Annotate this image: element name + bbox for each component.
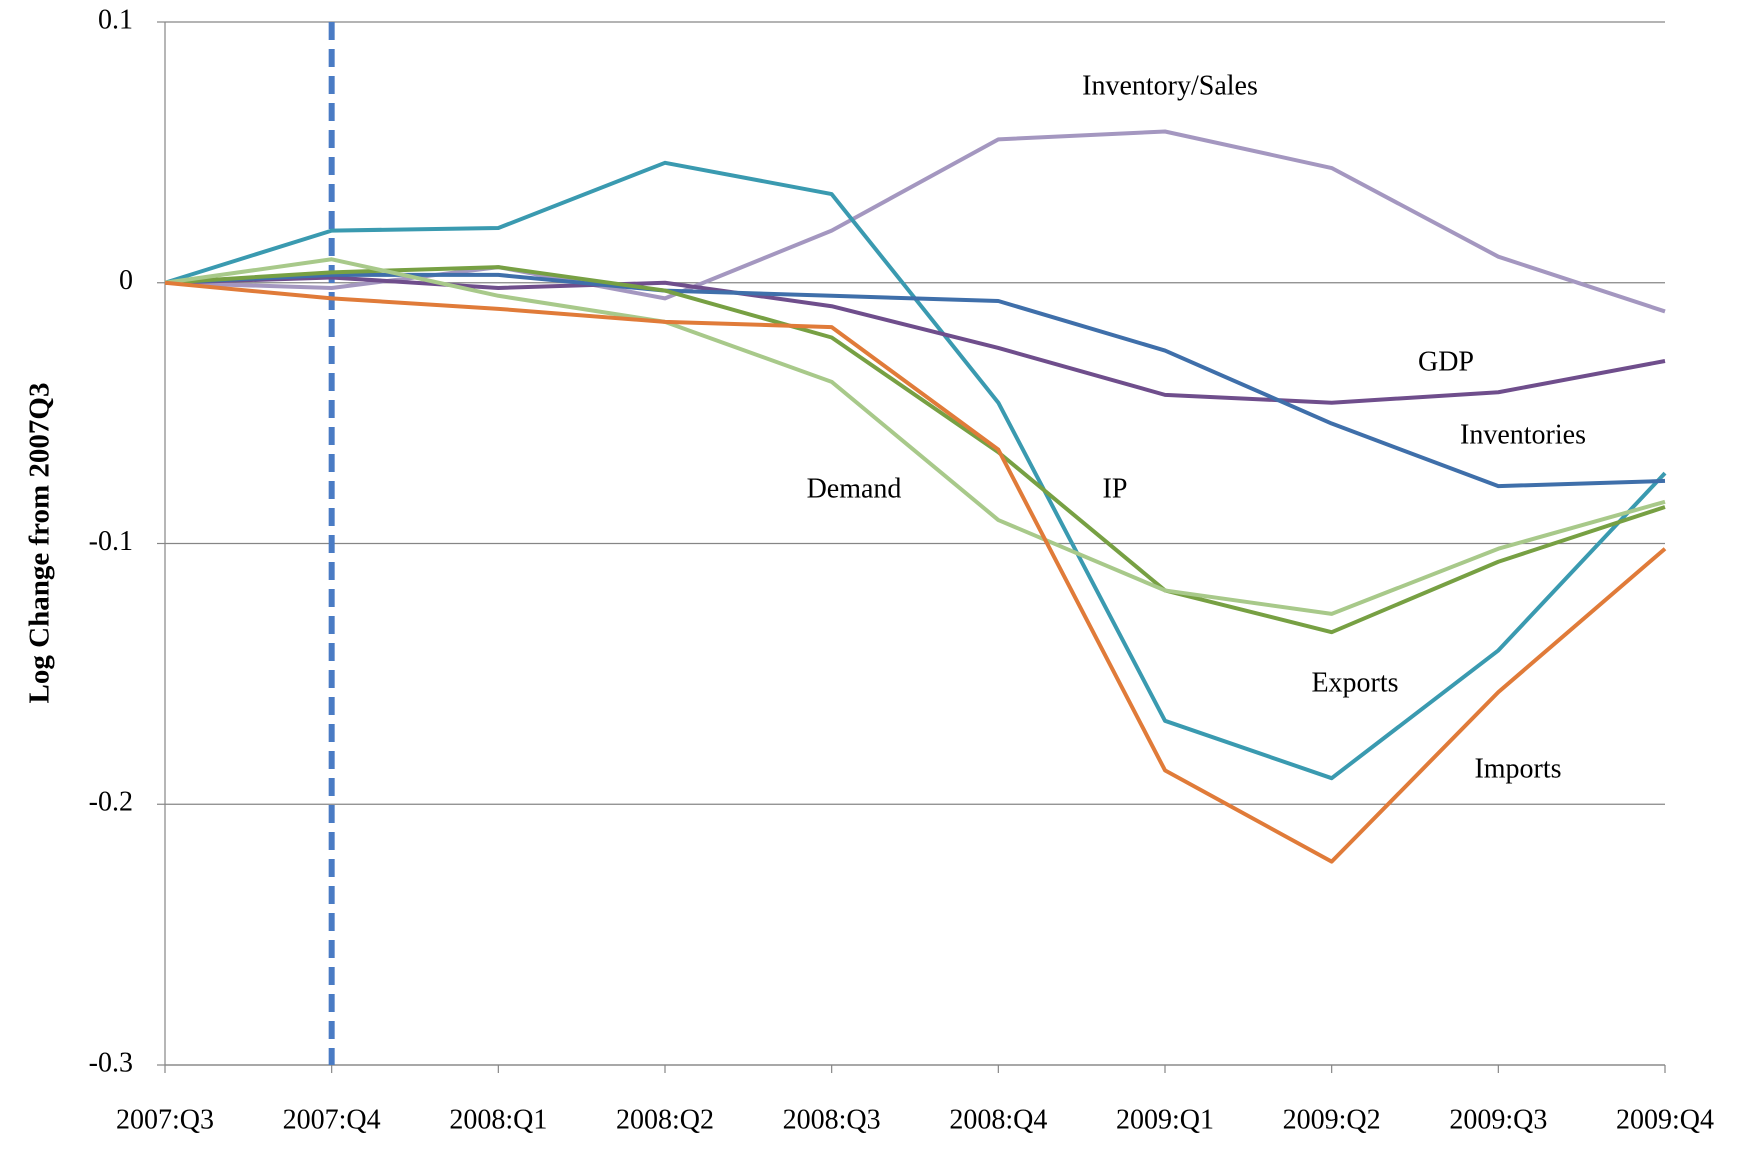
y-tick-label: 0 [119,265,133,296]
series-line [164,275,1666,405]
y-tick-label: 0.1 [98,4,133,35]
series-label: Inventories [1460,419,1586,450]
series-label: IP [1103,473,1128,504]
x-tick-label: 2008:Q1 [449,1104,547,1135]
x-tick-label: 2007:Q4 [283,1104,381,1135]
series-line [164,160,1667,781]
x-tick-label: 2009:Q2 [1283,1104,1381,1135]
x-tick-label: 2009:Q4 [1616,1104,1714,1135]
y-tick-label: -0.2 [89,787,133,818]
series-line [164,265,1666,635]
series-line [164,129,1666,314]
x-tick-label: 2008:Q3 [783,1104,881,1135]
y-axis-title: Log Change from 2007Q3 [24,383,56,704]
series-line [164,272,1666,489]
x-tick-label: 2007:Q3 [116,1104,214,1135]
series-line [164,257,1666,616]
x-tick-label: 2009:Q3 [1449,1104,1547,1135]
series-label: Demand [807,473,902,504]
series-label: Imports [1474,753,1561,784]
y-tick-label: -0.1 [89,526,133,557]
x-tick-label: 2009:Q1 [1116,1104,1214,1135]
y-tick-label: -0.3 [89,1047,133,1078]
series-label: Exports [1311,667,1398,698]
series-line [164,280,1667,864]
series-label: Inventory/Sales [1082,70,1258,101]
x-tick-label: 2008:Q4 [949,1104,1047,1135]
x-tick-label: 2008:Q2 [616,1104,714,1135]
series-label: GDP [1418,346,1474,377]
